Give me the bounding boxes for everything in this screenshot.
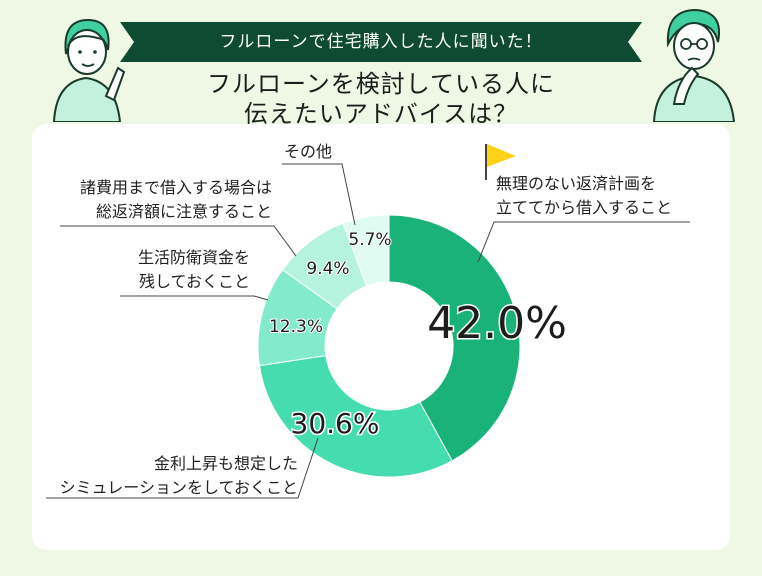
- leader-line-slice-0: [477, 221, 690, 263]
- headline-line-1: フルローンを検討している人に: [206, 70, 556, 98]
- leader-line-slice-1: [46, 437, 319, 499]
- value-label-slice-2: 12.3%: [269, 317, 323, 337]
- slice-label-0: 無理のない返済計画を 立ててから借入すること: [496, 174, 673, 217]
- man-illustration-icon: [652, 8, 736, 122]
- value-label-slice-1: 30.6%: [291, 407, 380, 440]
- banner-text: フルローンで住宅購入した人に聞いた！: [219, 32, 543, 52]
- donut-slice-4: [342, 214, 390, 287]
- slice-label-1: 金利上昇も想定した シミュレーションをしておくこと: [59, 454, 298, 497]
- slice-label-2: 生活防衛資金を 残しておくこと: [137, 248, 250, 291]
- leader-line-slice-2: [120, 295, 269, 301]
- donut-slice-0: [388, 214, 521, 462]
- title-banner: フルローンで住宅購入した人に聞いた！: [120, 22, 642, 62]
- value-label-slice-3: 9.4%: [306, 259, 349, 279]
- slice-label-4: その他: [284, 142, 333, 161]
- woman-illustration-icon: [52, 18, 126, 122]
- value-label-slice-4: 5.7%: [348, 230, 391, 250]
- leader-line-slice-3: [60, 225, 297, 257]
- chart-card: [32, 124, 730, 550]
- headline-line-2: 伝えたいアドバイスは？: [243, 100, 519, 128]
- flag-icon: [485, 144, 516, 180]
- donut-slice-1: [258, 355, 453, 478]
- banner-ribbon: [120, 22, 642, 62]
- slice-label-3: 諸費用まで借入する場合は 総返済額に注意すること: [79, 178, 272, 221]
- leader-line-slice-4: [282, 163, 356, 226]
- value-label-slice-0: 42.0%: [427, 298, 567, 349]
